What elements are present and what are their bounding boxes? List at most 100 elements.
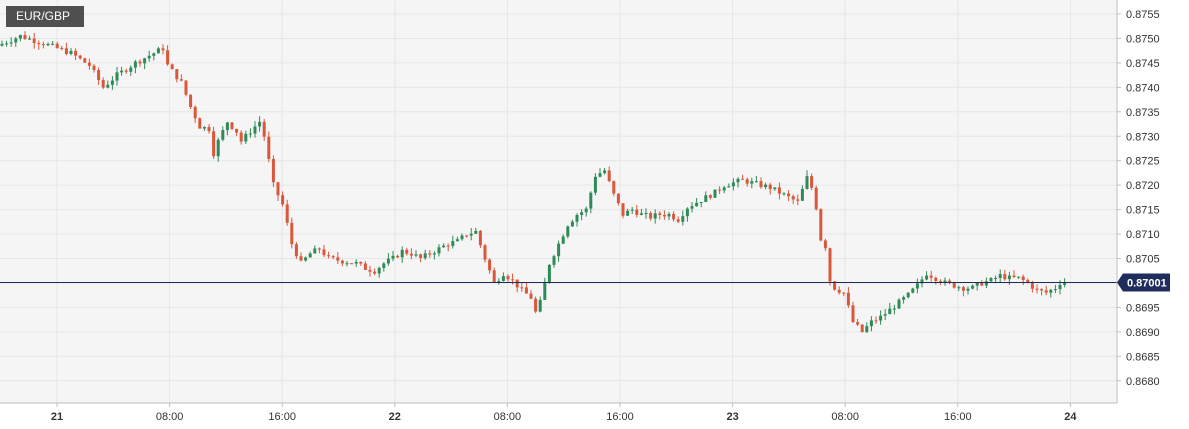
candle-body (819, 209, 823, 241)
candle-body (1044, 290, 1048, 293)
candle-body (823, 240, 827, 249)
candle-body (97, 70, 101, 81)
candle-body (736, 178, 740, 183)
candle-body (667, 213, 671, 217)
candle-body (787, 193, 791, 197)
y-tick-label: 0.8705 (1126, 254, 1160, 266)
candle-body (543, 281, 547, 300)
x-tick-label: 22 (389, 411, 401, 423)
y-tick-label: 0.8695 (1126, 302, 1160, 314)
candle-body (377, 267, 381, 274)
candle-body (28, 38, 32, 40)
x-tick-label: 24 (1064, 411, 1077, 423)
candle-body (842, 292, 846, 294)
plot-background (0, 0, 1117, 403)
candle-body (520, 287, 524, 289)
candle-body (690, 206, 694, 209)
candle-body (777, 187, 781, 194)
candle-body (782, 193, 786, 195)
candle-body (248, 133, 252, 135)
y-tick-label: 0.8680 (1126, 376, 1160, 388)
candle-body (966, 288, 970, 291)
candle-body (354, 261, 358, 264)
y-tick-label: 0.8740 (1126, 82, 1160, 94)
candle-body (1035, 288, 1039, 290)
candle-body (110, 80, 114, 85)
candle-body (55, 43, 59, 48)
candle-body (1012, 275, 1016, 278)
candle-body (409, 253, 413, 256)
candle-body (161, 48, 165, 51)
candle-body (253, 126, 257, 134)
candle-body (345, 263, 349, 265)
candle-body (745, 179, 749, 184)
current-price-tag-shape (1117, 273, 1170, 292)
candle-body (1021, 276, 1025, 281)
candle-body (580, 212, 584, 216)
candle-body (754, 181, 758, 183)
candle-body (350, 263, 354, 265)
candle-body (984, 281, 988, 286)
candle-body (1030, 282, 1034, 289)
candle-body (1026, 280, 1030, 283)
y-tick-label: 0.8745 (1126, 58, 1160, 70)
candle-body (791, 196, 795, 200)
candle-body (299, 256, 303, 261)
candle-body (373, 271, 377, 274)
candle-body (570, 221, 574, 227)
candle-body (497, 280, 501, 283)
candle-body (704, 195, 708, 202)
y-tick-label: 0.8685 (1126, 351, 1160, 363)
candle-body (768, 184, 772, 190)
candle-body (170, 64, 174, 70)
candle-body (460, 235, 464, 240)
candle-body (32, 38, 36, 44)
candle-body (616, 193, 620, 204)
candle-body (83, 58, 87, 63)
candle-body (676, 219, 680, 222)
candle-body (216, 139, 220, 157)
candle-body (198, 118, 202, 129)
candle-body (267, 136, 271, 160)
candle-body (9, 42, 13, 44)
candle-body (750, 181, 754, 184)
candle-body (621, 203, 625, 216)
x-tick-label: 16:00 (606, 411, 634, 423)
candle-body (989, 278, 993, 282)
candle-body (175, 69, 179, 80)
candle-body (340, 260, 344, 264)
candle-body (800, 188, 804, 201)
candle-body (681, 216, 685, 222)
y-tick-label: 0.8715 (1126, 205, 1160, 217)
candle-body (897, 299, 901, 309)
candle-body (1007, 275, 1011, 280)
candle-body (653, 213, 657, 219)
y-tick-label: 0.8735 (1126, 107, 1160, 119)
candle-body (492, 270, 496, 283)
candle-body (294, 244, 298, 257)
candle-body (552, 256, 556, 265)
candle-body (446, 245, 450, 247)
x-tick-label: 16:00 (944, 411, 972, 423)
candle-body (46, 43, 50, 46)
candle-body (212, 131, 216, 157)
candle-body (892, 308, 896, 310)
candle-body (451, 241, 455, 246)
candle-body (1040, 289, 1044, 291)
candle-body (869, 320, 873, 327)
candle-body (423, 253, 427, 258)
candle-body (285, 204, 289, 223)
candle-body (92, 65, 96, 71)
candle-body (515, 279, 519, 288)
x-axis: 21 08:00 16:00 22 08:00 16:00 23 08:00 16:00 24 (51, 403, 1077, 423)
candle-body (639, 213, 643, 215)
candle-body (501, 276, 505, 281)
candle-body (327, 255, 331, 257)
candle-body (290, 222, 294, 245)
candle-body (741, 178, 745, 180)
candle-body (258, 121, 262, 127)
current-price-tag: 0.87001 (1117, 273, 1170, 292)
candle-body (833, 281, 837, 290)
candle-body (952, 282, 956, 288)
